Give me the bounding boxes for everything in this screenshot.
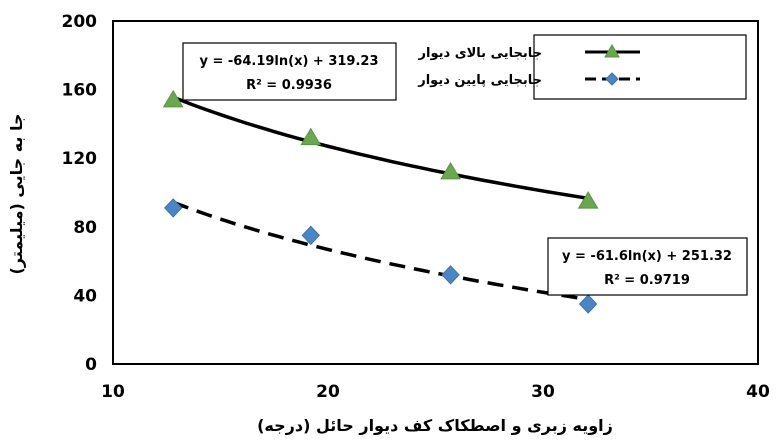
data-markers xyxy=(162,89,599,314)
data-point-triangle xyxy=(300,127,322,146)
y-tick-label: 40 xyxy=(73,286,97,306)
x-tick-labels: 10 20 30 40 xyxy=(101,382,770,402)
legend-marker-triangle xyxy=(604,44,620,58)
equation-bottom: y = -61.6ln(x) + 251.32 xyxy=(562,249,732,264)
x-tick-label: 20 xyxy=(316,382,340,402)
x-tick-label: 30 xyxy=(531,382,555,402)
legend-label-top: جابجایی بالای دیوار xyxy=(418,46,542,61)
y-tick-label: 120 xyxy=(62,149,98,169)
r2-top: R² = 0.9936 xyxy=(246,78,332,93)
data-point-diamond xyxy=(578,294,598,314)
y-axis-title: جا به جایی (میلیمتر) xyxy=(7,113,26,274)
y-tick-label: 200 xyxy=(62,12,98,32)
trendline-1 xyxy=(172,95,589,201)
equation-box-top: y = -64.19ln(x) + 319.23 R² = 0.9936 xyxy=(182,42,397,101)
data-point-diamond xyxy=(164,198,183,218)
equation-box-bottom: y = -61.6ln(x) + 251.32 R² = 0.9719 xyxy=(547,237,748,296)
trendline-2 xyxy=(172,200,589,302)
x-tick-label: 10 xyxy=(101,382,125,402)
legend: جابجایی بالای دیوار جابجایی پایین دیوار xyxy=(417,34,747,100)
equation-box-bottom-frame xyxy=(547,237,748,296)
y-tick-label: 160 xyxy=(62,81,98,101)
equation-top: y = -64.19ln(x) + 319.23 xyxy=(199,54,378,69)
y-tick-labels: 0 40 80 120 160 200 xyxy=(62,12,98,375)
data-point-diamond xyxy=(441,265,460,285)
y-tick-label: 0 xyxy=(85,355,97,375)
data-point-triangle xyxy=(577,191,599,209)
trendlines xyxy=(172,95,589,302)
legend-marker-diamond xyxy=(605,72,619,86)
equation-box-top-frame xyxy=(182,42,397,101)
legend-box xyxy=(533,34,747,100)
data-point-diamond xyxy=(301,225,320,246)
data-point-triangle xyxy=(162,89,184,108)
legend-label-bottom: جابجایی پایین دیوار xyxy=(417,73,542,88)
x-tick-label: 40 xyxy=(746,382,770,402)
r2-bottom: R² = 0.9719 xyxy=(604,273,690,288)
x-axis-title: زاویه زبری و اصطکاک کف دیوار حائل (درجه) xyxy=(257,416,613,435)
y-tick-label: 80 xyxy=(73,218,97,238)
data-point-triangle xyxy=(440,161,461,180)
